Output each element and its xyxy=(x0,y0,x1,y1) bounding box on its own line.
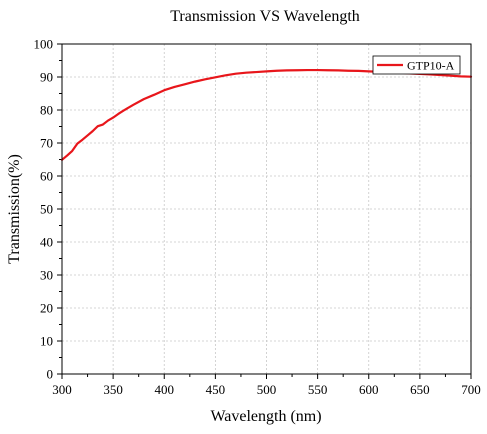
y-tick-label: 40 xyxy=(40,235,53,250)
grid-lines xyxy=(62,44,471,374)
x-axis-label: Wavelength (nm) xyxy=(210,408,321,425)
legend-label: GTP10-A xyxy=(407,59,455,73)
y-tick-label: 0 xyxy=(47,367,54,382)
y-tick-label: 60 xyxy=(40,169,53,184)
y-tick-label: 80 xyxy=(40,103,53,118)
y-tick-label: 20 xyxy=(40,301,53,316)
x-tick-label: 650 xyxy=(410,382,430,397)
x-tick-label: 400 xyxy=(155,382,175,397)
y-tick-label: 10 xyxy=(40,334,53,349)
chart-title: Transmission VS Wavelength xyxy=(170,8,360,25)
legend-box xyxy=(372,55,461,75)
y-tick-label: 30 xyxy=(40,268,53,283)
x-tick-label: 550 xyxy=(308,382,328,397)
legend: GTP10-A xyxy=(372,55,461,75)
axis-ticks: 300 350 400 450 500 550 600 650 700 0 10 20 30 40 50 60… xyxy=(34,37,481,398)
x-tick-label: 500 xyxy=(257,382,277,397)
y-tick-label: 70 xyxy=(40,136,53,151)
y-tick-label: 90 xyxy=(40,70,53,85)
plot-frame xyxy=(61,43,472,375)
x-tick-label: 700 xyxy=(461,382,481,397)
x-tick-label: 600 xyxy=(359,382,379,397)
y-tick-label: 100 xyxy=(34,37,54,52)
x-tick-label: 300 xyxy=(52,382,72,397)
series-layer xyxy=(60,68,473,161)
y-tick-label: 50 xyxy=(40,202,53,217)
x-tick-label: 350 xyxy=(103,382,123,397)
series-line-gtp10-a xyxy=(60,68,473,161)
x-tick-label: 450 xyxy=(206,382,226,397)
y-axis-label: Transmission(%) xyxy=(6,154,23,264)
